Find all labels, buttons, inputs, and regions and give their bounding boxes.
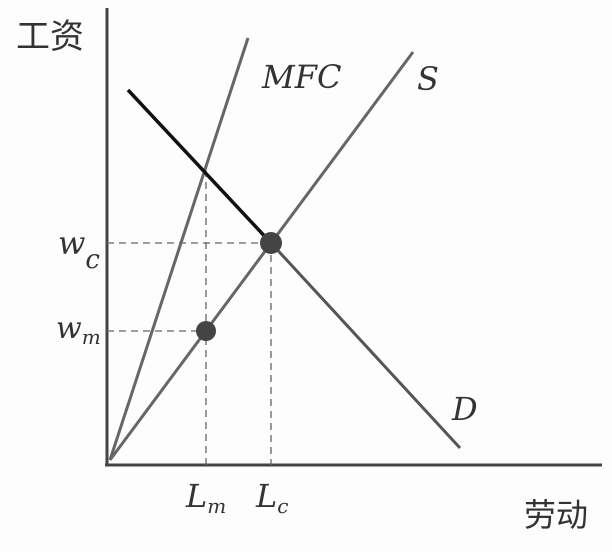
- supply-label: S: [417, 60, 439, 98]
- demand-label: D: [451, 390, 478, 428]
- lm-label: Lm: [185, 477, 226, 518]
- demand-curve-lower: [269, 241, 462, 450]
- lc-label: Lc: [255, 477, 288, 518]
- competitive-point: [260, 232, 282, 254]
- y-axis-label: 工资: [16, 17, 84, 57]
- x-axis-label: 劳动: [524, 496, 588, 534]
- wm-label: wm: [56, 311, 101, 349]
- mfc-curve: [108, 37, 250, 461]
- supply-curve: [108, 51, 415, 461]
- monopsony-point: [196, 321, 216, 341]
- wc-label: wc: [58, 224, 100, 275]
- demand-curve-upper: [126, 88, 273, 245]
- mfc-label: MFC: [261, 58, 341, 96]
